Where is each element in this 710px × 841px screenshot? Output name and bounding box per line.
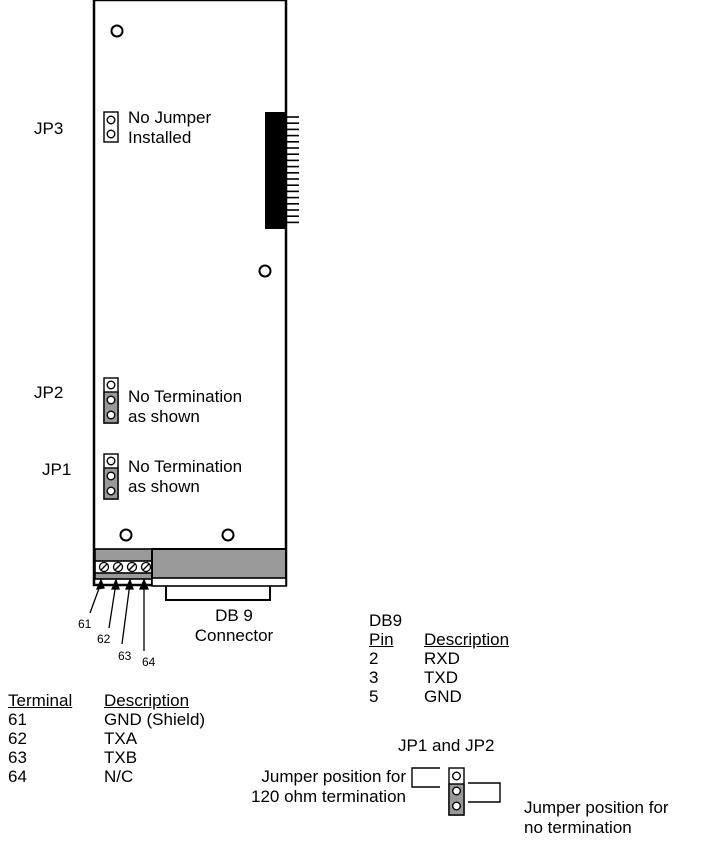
- db9-description-header: Description: [424, 630, 510, 649]
- jp1-label: JP1: [42, 460, 72, 479]
- terminal-block: [94, 548, 153, 580]
- jp3-label: JP3: [34, 119, 64, 138]
- jp2-label: JP2: [34, 383, 64, 402]
- jumper-120ohm-outline: [411, 767, 440, 788]
- db9-connector-label: DB 9 Connector: [194, 606, 274, 645]
- jumper-no-term-text: Jumper position for no termination: [524, 798, 669, 837]
- terminal-description-cell: GND (Shield): [104, 710, 206, 729]
- terminal-description-cell: TXB: [104, 748, 138, 767]
- db9-caption: DB9: [369, 611, 403, 630]
- db9-pin-cell: 2: [369, 649, 379, 668]
- terminal-description-column: Description GND (Shield) TXA TXB N/C: [104, 691, 205, 786]
- terminal-description-cell: TXA: [104, 729, 138, 748]
- jumper-120ohm-text: Jumper position for 120 ohm termination: [251, 767, 406, 806]
- db9-connector: [151, 548, 287, 601]
- terminal-leaders: [89, 578, 150, 651]
- edge-connector: [265, 112, 299, 229]
- db9-pin-header: Pin: [369, 630, 394, 649]
- db9-description-cell: RXD: [424, 649, 460, 668]
- db9-description-cell: GND: [424, 687, 462, 706]
- terminal-number: 64: [142, 655, 156, 669]
- jumper-no-term-outline: [468, 782, 501, 803]
- terminal-cell: 62: [8, 729, 27, 748]
- mounting-hole: [221, 528, 235, 542]
- jp2-note: No Termination as shown: [128, 387, 243, 426]
- terminal-column: Terminal 61 62 63 64: [8, 691, 72, 786]
- jp2-header: [103, 377, 119, 424]
- terminal-description-header: Description: [104, 691, 190, 710]
- terminal-number: 63: [118, 649, 132, 663]
- terminal-header: Terminal: [8, 691, 73, 710]
- jp1-header: [103, 453, 119, 500]
- legend-jumper-header: [448, 767, 465, 816]
- mounting-hole: [110, 24, 124, 38]
- jp3-header: [103, 111, 119, 143]
- terminal-description-cell: N/C: [104, 767, 134, 786]
- db9-pin-column: DB9 Pin 2 3 5: [369, 611, 402, 706]
- db9-description-column: Description RXD TXD GND: [424, 630, 509, 706]
- terminal-cell: 64: [8, 767, 27, 786]
- mounting-hole: [119, 528, 133, 542]
- db9-pin-cell: 5: [369, 687, 379, 706]
- mounting-hole: [258, 264, 272, 278]
- jp3-note: No Jumper Installed: [128, 108, 212, 147]
- jp1-note: No Termination as shown: [128, 457, 243, 496]
- terminal-cell: 61: [8, 710, 27, 729]
- jumper-legend-title: JP1 and JP2: [398, 736, 495, 755]
- terminal-cell: 63: [8, 748, 27, 767]
- circuit-board-outline: [92, 0, 288, 587]
- db9-description-cell: TXD: [424, 668, 458, 687]
- terminal-number: 62: [97, 632, 111, 646]
- terminal-number: 61: [78, 617, 92, 631]
- db9-pin-cell: 3: [369, 668, 379, 687]
